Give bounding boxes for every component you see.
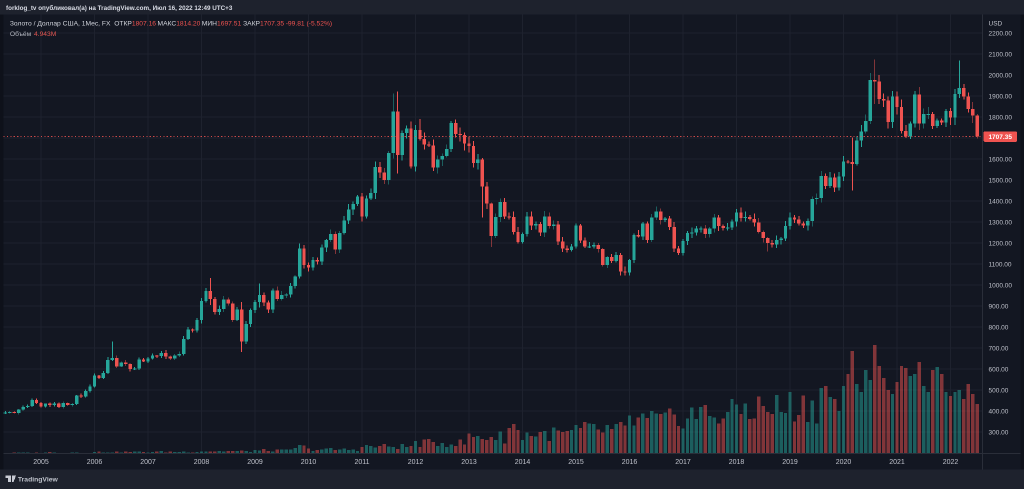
svg-text:1800.00: 1800.00 bbox=[989, 115, 1013, 122]
svg-text:2200.00: 2200.00 bbox=[989, 31, 1013, 38]
svg-text:МАКС1814.20: МАКС1814.20 bbox=[158, 20, 201, 27]
svg-text:2008: 2008 bbox=[194, 459, 210, 466]
svg-text:2000.00: 2000.00 bbox=[989, 73, 1013, 80]
svg-text:2018: 2018 bbox=[729, 459, 745, 466]
svg-text:1400.00: 1400.00 bbox=[989, 199, 1013, 206]
svg-text:4.943M: 4.943M bbox=[34, 31, 57, 38]
svg-text:2007: 2007 bbox=[140, 459, 156, 466]
svg-text:1600.00: 1600.00 bbox=[989, 157, 1013, 164]
svg-text:300.00: 300.00 bbox=[989, 430, 1009, 437]
svg-text:900.00: 900.00 bbox=[989, 304, 1009, 311]
svg-text:1707.35: 1707.35 bbox=[988, 134, 1012, 141]
svg-text:2100.00: 2100.00 bbox=[989, 52, 1013, 59]
svg-text:2010: 2010 bbox=[301, 459, 317, 466]
svg-text:2021: 2021 bbox=[889, 459, 905, 466]
svg-text:2019: 2019 bbox=[782, 459, 798, 466]
svg-text:2014: 2014 bbox=[515, 459, 531, 466]
svg-text:ОТКР1807.16: ОТКР1807.16 bbox=[114, 20, 156, 27]
svg-text:2022: 2022 bbox=[943, 459, 959, 466]
svg-text:forklog_tv опубликовал(а) на T: forklog_tv опубликовал(а) на TradingView… bbox=[6, 4, 233, 12]
svg-text:2011: 2011 bbox=[354, 459, 369, 466]
svg-text:2015: 2015 bbox=[568, 459, 584, 466]
svg-text:1100.00: 1100.00 bbox=[989, 262, 1012, 269]
svg-text:-99.81 (-5.52%): -99.81 (-5.52%) bbox=[286, 20, 332, 27]
svg-text:2012: 2012 bbox=[408, 459, 424, 466]
svg-text:1000.00: 1000.00 bbox=[989, 283, 1013, 290]
svg-text:ЗАКР1707.35: ЗАКР1707.35 bbox=[243, 20, 284, 27]
svg-text:600.00: 600.00 bbox=[989, 367, 1009, 374]
svg-text:USD: USD bbox=[989, 21, 1003, 28]
svg-text:2017: 2017 bbox=[675, 459, 691, 466]
svg-text:400.00: 400.00 bbox=[989, 409, 1009, 416]
svg-text:2006: 2006 bbox=[87, 459, 103, 466]
svg-text:2009: 2009 bbox=[247, 459, 263, 466]
svg-text:1500.00: 1500.00 bbox=[989, 178, 1013, 185]
svg-text:700.00: 700.00 bbox=[989, 346, 1009, 353]
svg-text:2005: 2005 bbox=[33, 459, 49, 466]
svg-text:2020: 2020 bbox=[836, 459, 852, 466]
svg-text:500.00: 500.00 bbox=[989, 388, 1009, 395]
svg-text:2013: 2013 bbox=[461, 459, 477, 466]
svg-text:TradingView: TradingView bbox=[18, 476, 59, 483]
svg-text:МИН1697.51: МИН1697.51 bbox=[202, 20, 242, 27]
svg-text:800.00: 800.00 bbox=[989, 325, 1009, 332]
svg-text:2016: 2016 bbox=[622, 459, 638, 466]
svg-text:1200.00: 1200.00 bbox=[989, 241, 1013, 248]
svg-text:1300.00: 1300.00 bbox=[989, 220, 1013, 227]
svg-text:Объём: Объём bbox=[10, 30, 32, 38]
svg-text:Золото / Доллар США, 1Мес, FX: Золото / Доллар США, 1Мес, FX bbox=[10, 20, 111, 27]
svg-text:1900.00: 1900.00 bbox=[989, 94, 1013, 101]
